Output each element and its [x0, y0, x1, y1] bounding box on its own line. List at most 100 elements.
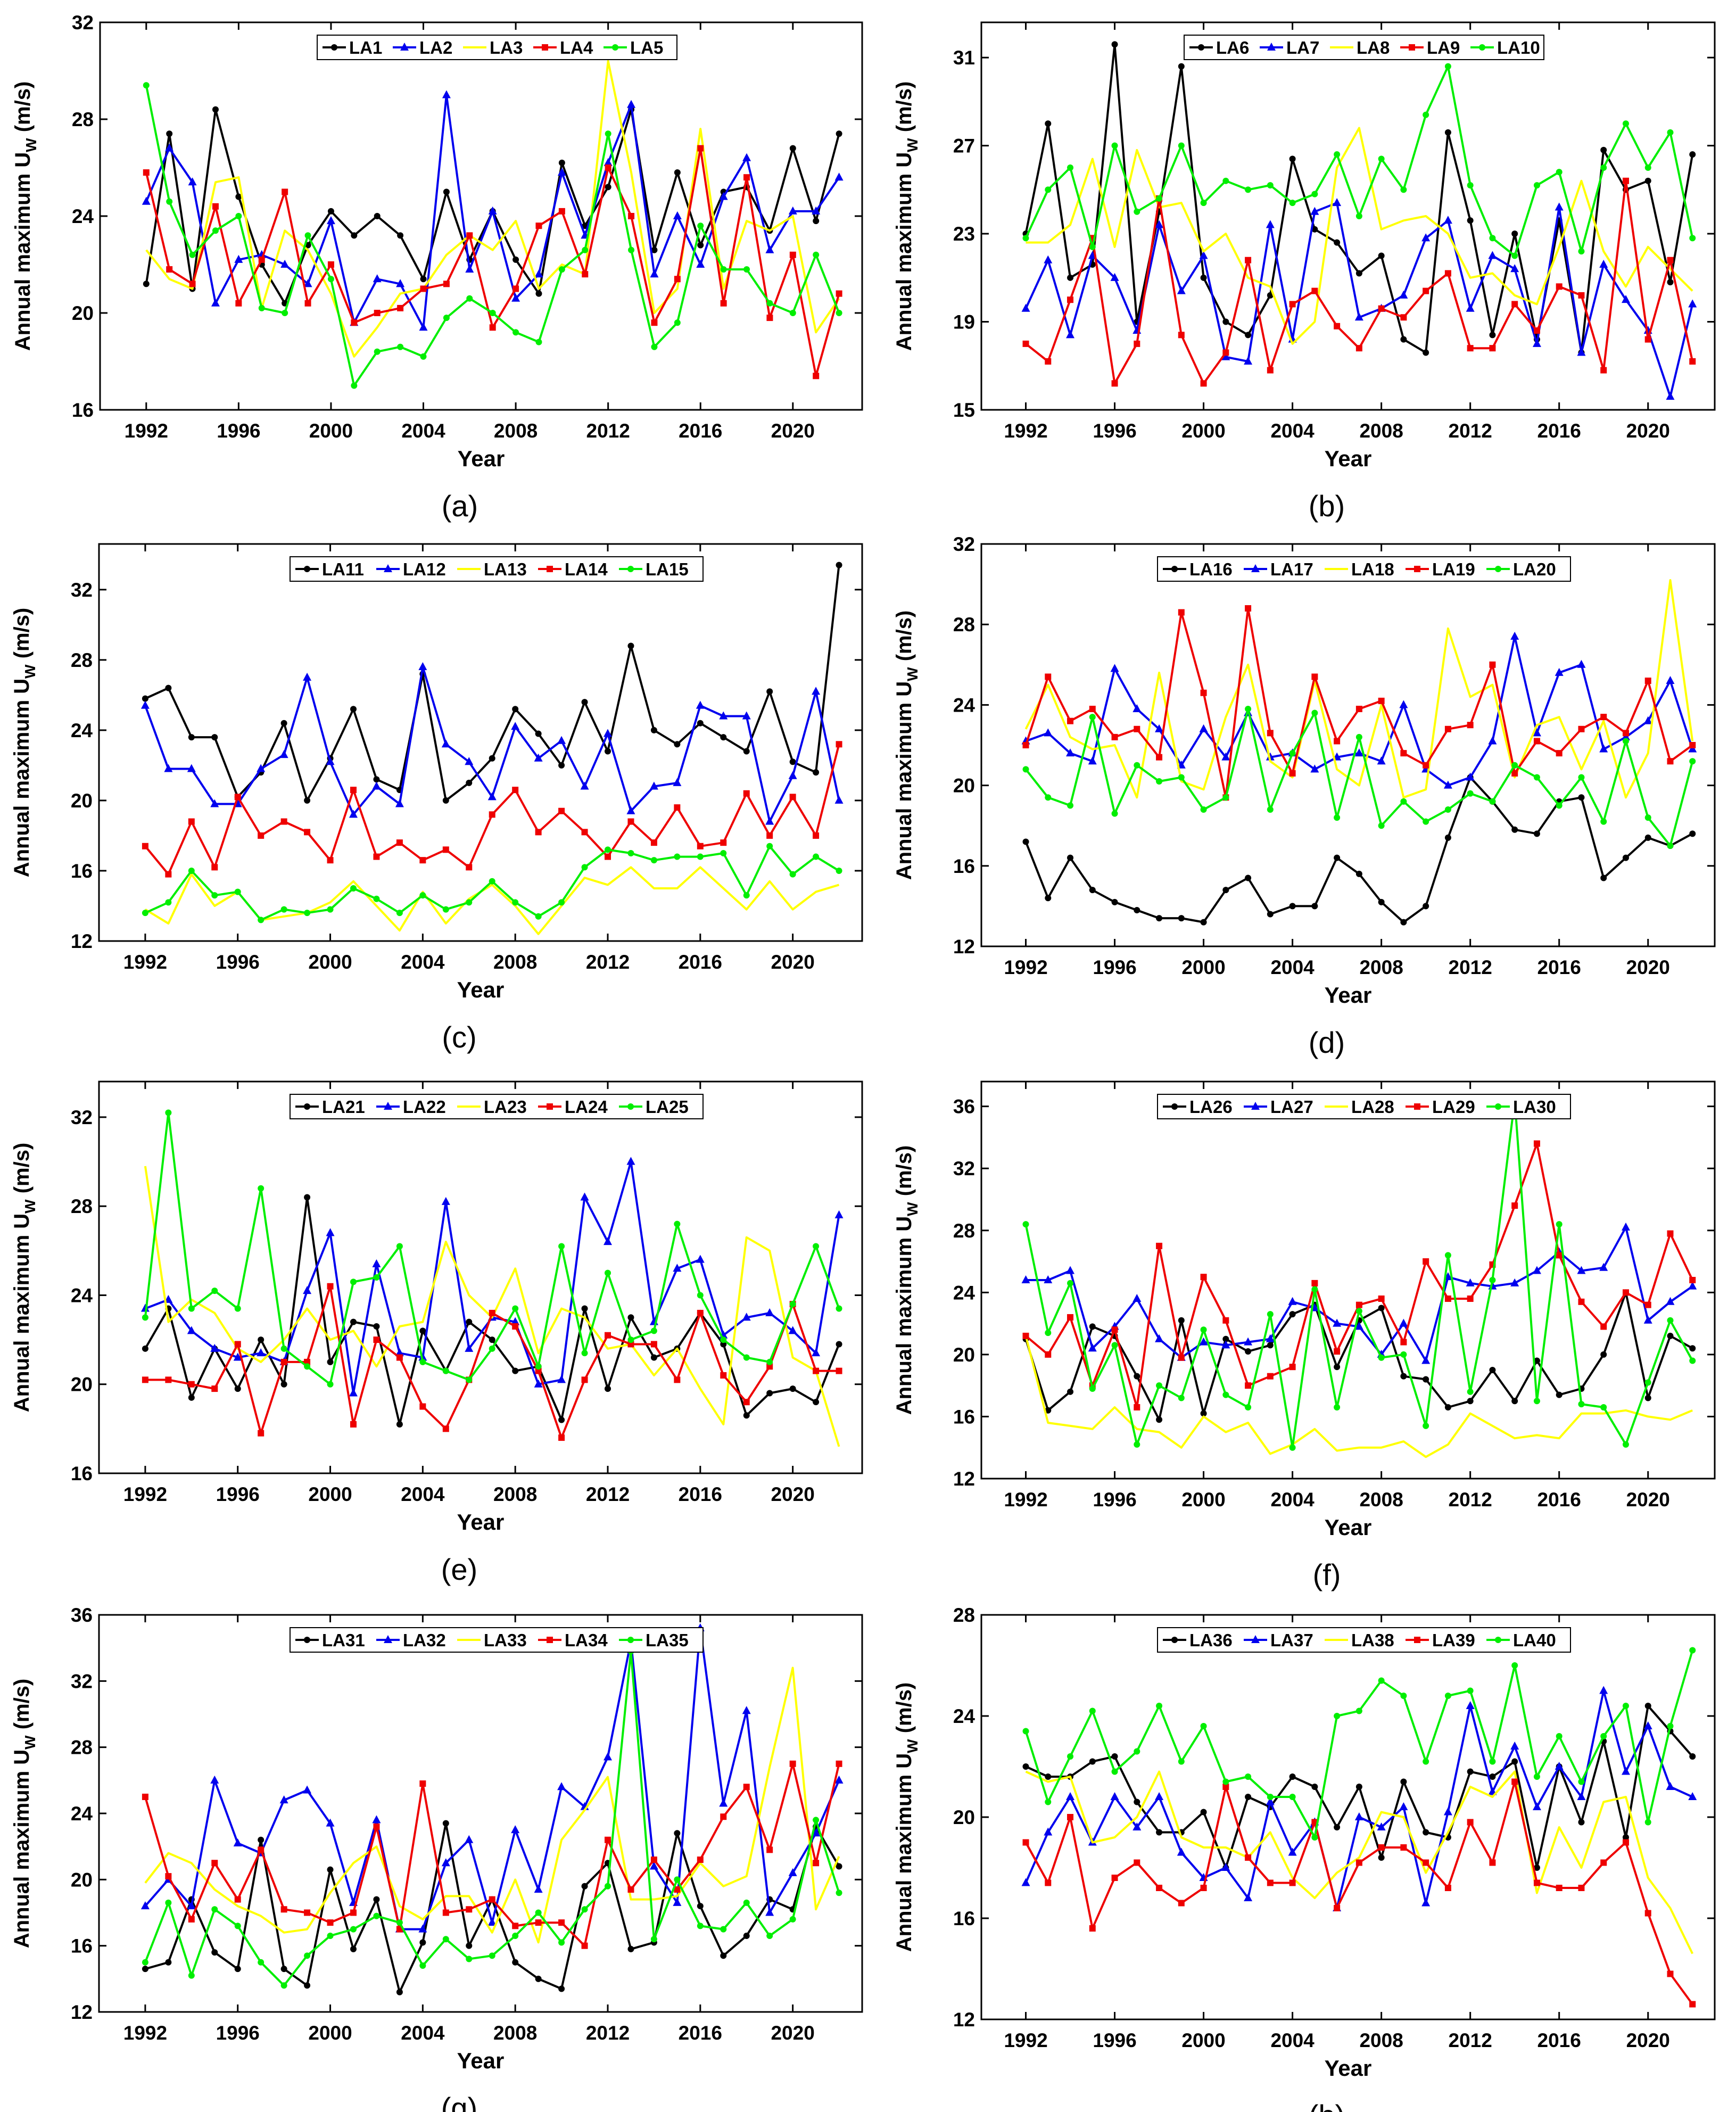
y-axis-label: Annual maximum UW (m/s) — [10, 608, 38, 878]
data-point-LA4 — [558, 208, 565, 214]
panel-caption: (g) — [441, 2091, 477, 2112]
legend-marker — [1251, 1635, 1260, 1643]
data-point-LA35 — [535, 1909, 542, 1916]
data-point-LA35 — [165, 1899, 172, 1906]
data-point-LA1 — [512, 256, 519, 263]
x-tick-label: 2008 — [1359, 956, 1403, 978]
data-point-LA30 — [1644, 1379, 1651, 1386]
series-line-LA23 — [144, 1166, 840, 1447]
data-point-LA31 — [743, 1933, 750, 1940]
data-point-LA2 — [303, 279, 312, 287]
data-point-LA27 — [1044, 1275, 1053, 1283]
data-point-LA31 — [350, 1945, 357, 1952]
data-point-LA31 — [258, 1836, 264, 1843]
data-point-LA27 — [1466, 1278, 1475, 1286]
x-tick-label: 1996 — [216, 2022, 260, 2044]
data-point-LA5 — [166, 198, 173, 205]
data-point-LA16 — [1423, 903, 1429, 910]
data-point-LA34 — [743, 1784, 750, 1791]
y-tick-label: 16 — [71, 1935, 93, 1957]
data-point-LA35 — [466, 1956, 473, 1962]
data-point-LA7 — [1466, 303, 1475, 312]
data-point-LA24 — [419, 1403, 426, 1410]
data-point-LA17 — [1199, 724, 1208, 732]
data-point-LA29 — [1400, 1339, 1407, 1346]
data-point-LA20 — [1267, 806, 1274, 813]
data-point-LA5 — [512, 329, 519, 336]
data-point-LA30 — [1355, 1308, 1362, 1315]
x-tick-label: 2020 — [1626, 420, 1670, 442]
data-point-LA35 — [442, 1936, 449, 1943]
data-point-LA39 — [1111, 1875, 1118, 1881]
data-point-LA4 — [512, 285, 519, 292]
data-point-LA11 — [535, 730, 542, 737]
data-point-LA10 — [1689, 235, 1696, 242]
data-point-LA10 — [1533, 182, 1540, 189]
plot-frame — [980, 543, 1716, 947]
data-point-LA40 — [1578, 1778, 1585, 1785]
chart-panel-c: 1992 1996 2000 2004 2008 2012 2016 2020 12 16 20 24… — [10, 543, 863, 1054]
y-tick-label: 36 — [71, 1604, 93, 1626]
data-point-LA39 — [1355, 1859, 1362, 1866]
legend-marker — [1479, 44, 1485, 51]
data-point-LA35 — [280, 1982, 287, 1989]
x-tick-label: 2004 — [1270, 2030, 1315, 2051]
data-point-LA2 — [812, 206, 821, 214]
data-point-LA15 — [327, 906, 334, 913]
panel-caption: (a) — [442, 489, 478, 523]
data-point-LA31 — [234, 1966, 241, 1973]
data-point-LA2 — [788, 206, 797, 214]
y-axis-label-unit: (m/s) — [10, 1143, 34, 1200]
data-point-LA19 — [1022, 742, 1029, 748]
data-point-LA12 — [719, 711, 728, 720]
data-point-LA34 — [789, 1760, 796, 1767]
legend-marker — [1414, 1103, 1420, 1110]
data-point-LA7 — [1155, 220, 1164, 228]
data-point-LA30 — [1689, 1357, 1696, 1364]
y-tick-label: 31 — [953, 47, 975, 69]
data-point-LA11 — [350, 706, 357, 713]
data-point-LA22 — [210, 1343, 219, 1352]
data-point-LA15 — [674, 853, 681, 860]
x-tick-label: 2008 — [493, 951, 537, 973]
legend-marker — [1251, 564, 1260, 572]
data-point-LA26 — [1200, 1410, 1207, 1417]
y-axis-label-main: Annual maximum U — [11, 152, 35, 351]
data-point-LA24 — [743, 1399, 750, 1406]
data-point-LA7 — [1044, 255, 1053, 263]
data-point-LA6 — [1400, 336, 1407, 343]
data-point-LA24 — [581, 1376, 588, 1383]
legend-marker — [547, 566, 553, 572]
data-point-LA29 — [1334, 1348, 1341, 1355]
data-point-LA4 — [212, 203, 219, 210]
data-point-LA26 — [1334, 1364, 1341, 1371]
data-point-LA31 — [211, 1949, 218, 1956]
data-point-LA16 — [1511, 826, 1518, 833]
data-point-LA34 — [280, 1906, 287, 1913]
data-point-LA40 — [1111, 1768, 1118, 1775]
x-tick-label: 2000 — [1181, 1489, 1225, 1511]
data-point-LA24 — [304, 1358, 311, 1365]
data-point-LA10 — [1267, 182, 1274, 189]
data-point-LA2 — [673, 211, 682, 219]
data-point-LA29 — [1134, 1404, 1140, 1410]
data-point-LA17 — [1599, 744, 1608, 753]
data-point-LA10 — [1489, 235, 1496, 242]
y-tick-label: 16 — [953, 1406, 975, 1428]
data-point-LA15 — [442, 906, 449, 913]
data-point-LA11 — [466, 779, 473, 786]
data-point-LA19 — [1578, 725, 1585, 732]
data-point-LA36 — [1400, 1778, 1407, 1785]
data-point-LA10 — [1334, 151, 1341, 158]
plot-frame — [98, 1080, 863, 1474]
data-point-LA32 — [788, 1868, 797, 1876]
data-point-LA25 — [373, 1274, 380, 1281]
y-tick-label: 20 — [71, 1374, 93, 1396]
data-point-LA19 — [1644, 678, 1651, 684]
data-point-LA40 — [1533, 1773, 1540, 1780]
data-point-LA32 — [418, 1924, 427, 1933]
data-point-LA10 — [1667, 129, 1674, 136]
data-point-LA31 — [512, 1959, 519, 1966]
data-point-LA4 — [605, 164, 611, 171]
data-point-LA15 — [258, 917, 264, 923]
